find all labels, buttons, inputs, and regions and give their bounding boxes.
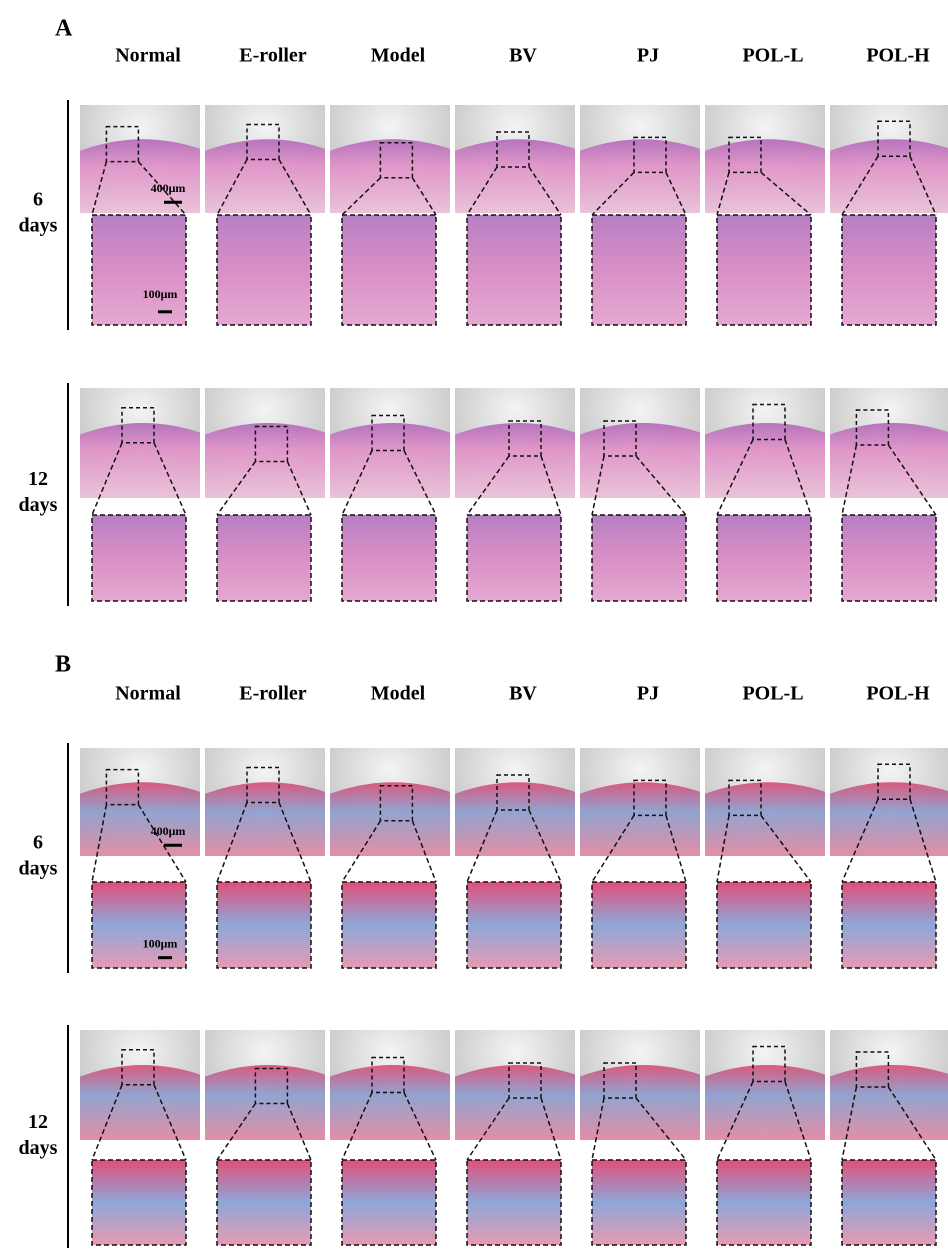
tissue: [330, 423, 450, 498]
tissue: [705, 423, 825, 498]
zoomed-micrograph: [342, 215, 436, 325]
tissue: [80, 423, 200, 498]
column-header: Model: [371, 45, 426, 67]
tissue: [580, 139, 700, 213]
scale-label: 100μm: [143, 287, 178, 301]
row-unit: days: [19, 215, 58, 237]
column-header: PJ: [637, 45, 659, 67]
tissue: [580, 782, 700, 856]
zoomed-micrograph: [342, 1160, 436, 1245]
tissue: [330, 139, 450, 213]
zoomed-micrograph: [217, 515, 311, 601]
tissue: [830, 782, 948, 856]
tissue: [205, 1065, 325, 1140]
tissue: [205, 782, 325, 856]
column-header: BV: [509, 683, 537, 705]
tissue: [580, 423, 700, 498]
zoomed-micrograph: [592, 882, 686, 968]
tissue: [455, 423, 575, 498]
tissue: [455, 1065, 575, 1140]
panel-label: A: [55, 16, 73, 42]
row-number: 12: [28, 1111, 48, 1133]
tissue: [455, 782, 575, 856]
scale-label: 400μm: [151, 824, 186, 838]
row-number: 6: [33, 189, 43, 211]
zoomed-micrograph: [842, 515, 936, 601]
row-unit: days: [19, 1137, 58, 1159]
row-unit: days: [19, 858, 58, 880]
zoomed-micrograph: [467, 515, 561, 601]
column-header: POL-H: [866, 683, 930, 705]
zoomed-micrograph: [592, 215, 686, 325]
column-header: Normal: [115, 683, 181, 705]
zoomed-micrograph: [717, 215, 811, 325]
zoomed-micrograph: [342, 515, 436, 601]
column-header: BV: [509, 45, 537, 67]
tissue: [205, 139, 325, 213]
tissue: [80, 1065, 200, 1140]
tissue: [330, 1065, 450, 1140]
zoomed-micrograph: [717, 1160, 811, 1245]
scale-label: 100μm: [143, 937, 178, 951]
zoomed-micrograph: [467, 215, 561, 325]
column-header: PJ: [637, 683, 659, 705]
zoomed-micrograph: [92, 882, 186, 968]
tissue: [205, 423, 325, 498]
column-header: Model: [371, 683, 426, 705]
tissue: [705, 1065, 825, 1140]
column-header: Normal: [115, 45, 181, 67]
tissue: [580, 1065, 700, 1140]
zoomed-micrograph: [342, 882, 436, 968]
column-header: POL-L: [742, 683, 803, 705]
zoomed-micrograph: [217, 215, 311, 325]
row-unit: days: [19, 494, 58, 516]
zoomed-micrograph: [717, 882, 811, 968]
tissue: [330, 782, 450, 856]
column-header: POL-H: [866, 45, 930, 67]
tissue: [455, 139, 575, 213]
zoomed-micrograph: [217, 882, 311, 968]
zoomed-micrograph: [92, 515, 186, 601]
zoomed-micrograph: [92, 1160, 186, 1245]
column-header: E-roller: [239, 683, 307, 705]
zoomed-micrograph: [217, 1160, 311, 1245]
figure: A Normal E-roller Model BV PJ POL-L POL-H 6 days 4…: [0, 0, 948, 1248]
scale-label: 400μm: [151, 181, 186, 195]
zoomed-micrograph: [92, 215, 186, 325]
zoomed-micrograph: [717, 515, 811, 601]
zoomed-micrograph: [592, 1160, 686, 1245]
panel-label: B: [55, 652, 71, 678]
zoomed-micrograph: [467, 882, 561, 968]
column-header: POL-L: [742, 45, 803, 67]
zoomed-micrograph: [842, 1160, 936, 1245]
zoomed-micrograph: [842, 882, 936, 968]
row-number: 12: [28, 468, 48, 490]
row-number: 6: [33, 832, 43, 854]
tissue: [705, 782, 825, 856]
zoomed-micrograph: [592, 515, 686, 601]
zoomed-micrograph: [467, 1160, 561, 1245]
column-header: E-roller: [239, 45, 307, 67]
zoomed-micrograph: [842, 215, 936, 325]
tissue: [705, 139, 825, 213]
